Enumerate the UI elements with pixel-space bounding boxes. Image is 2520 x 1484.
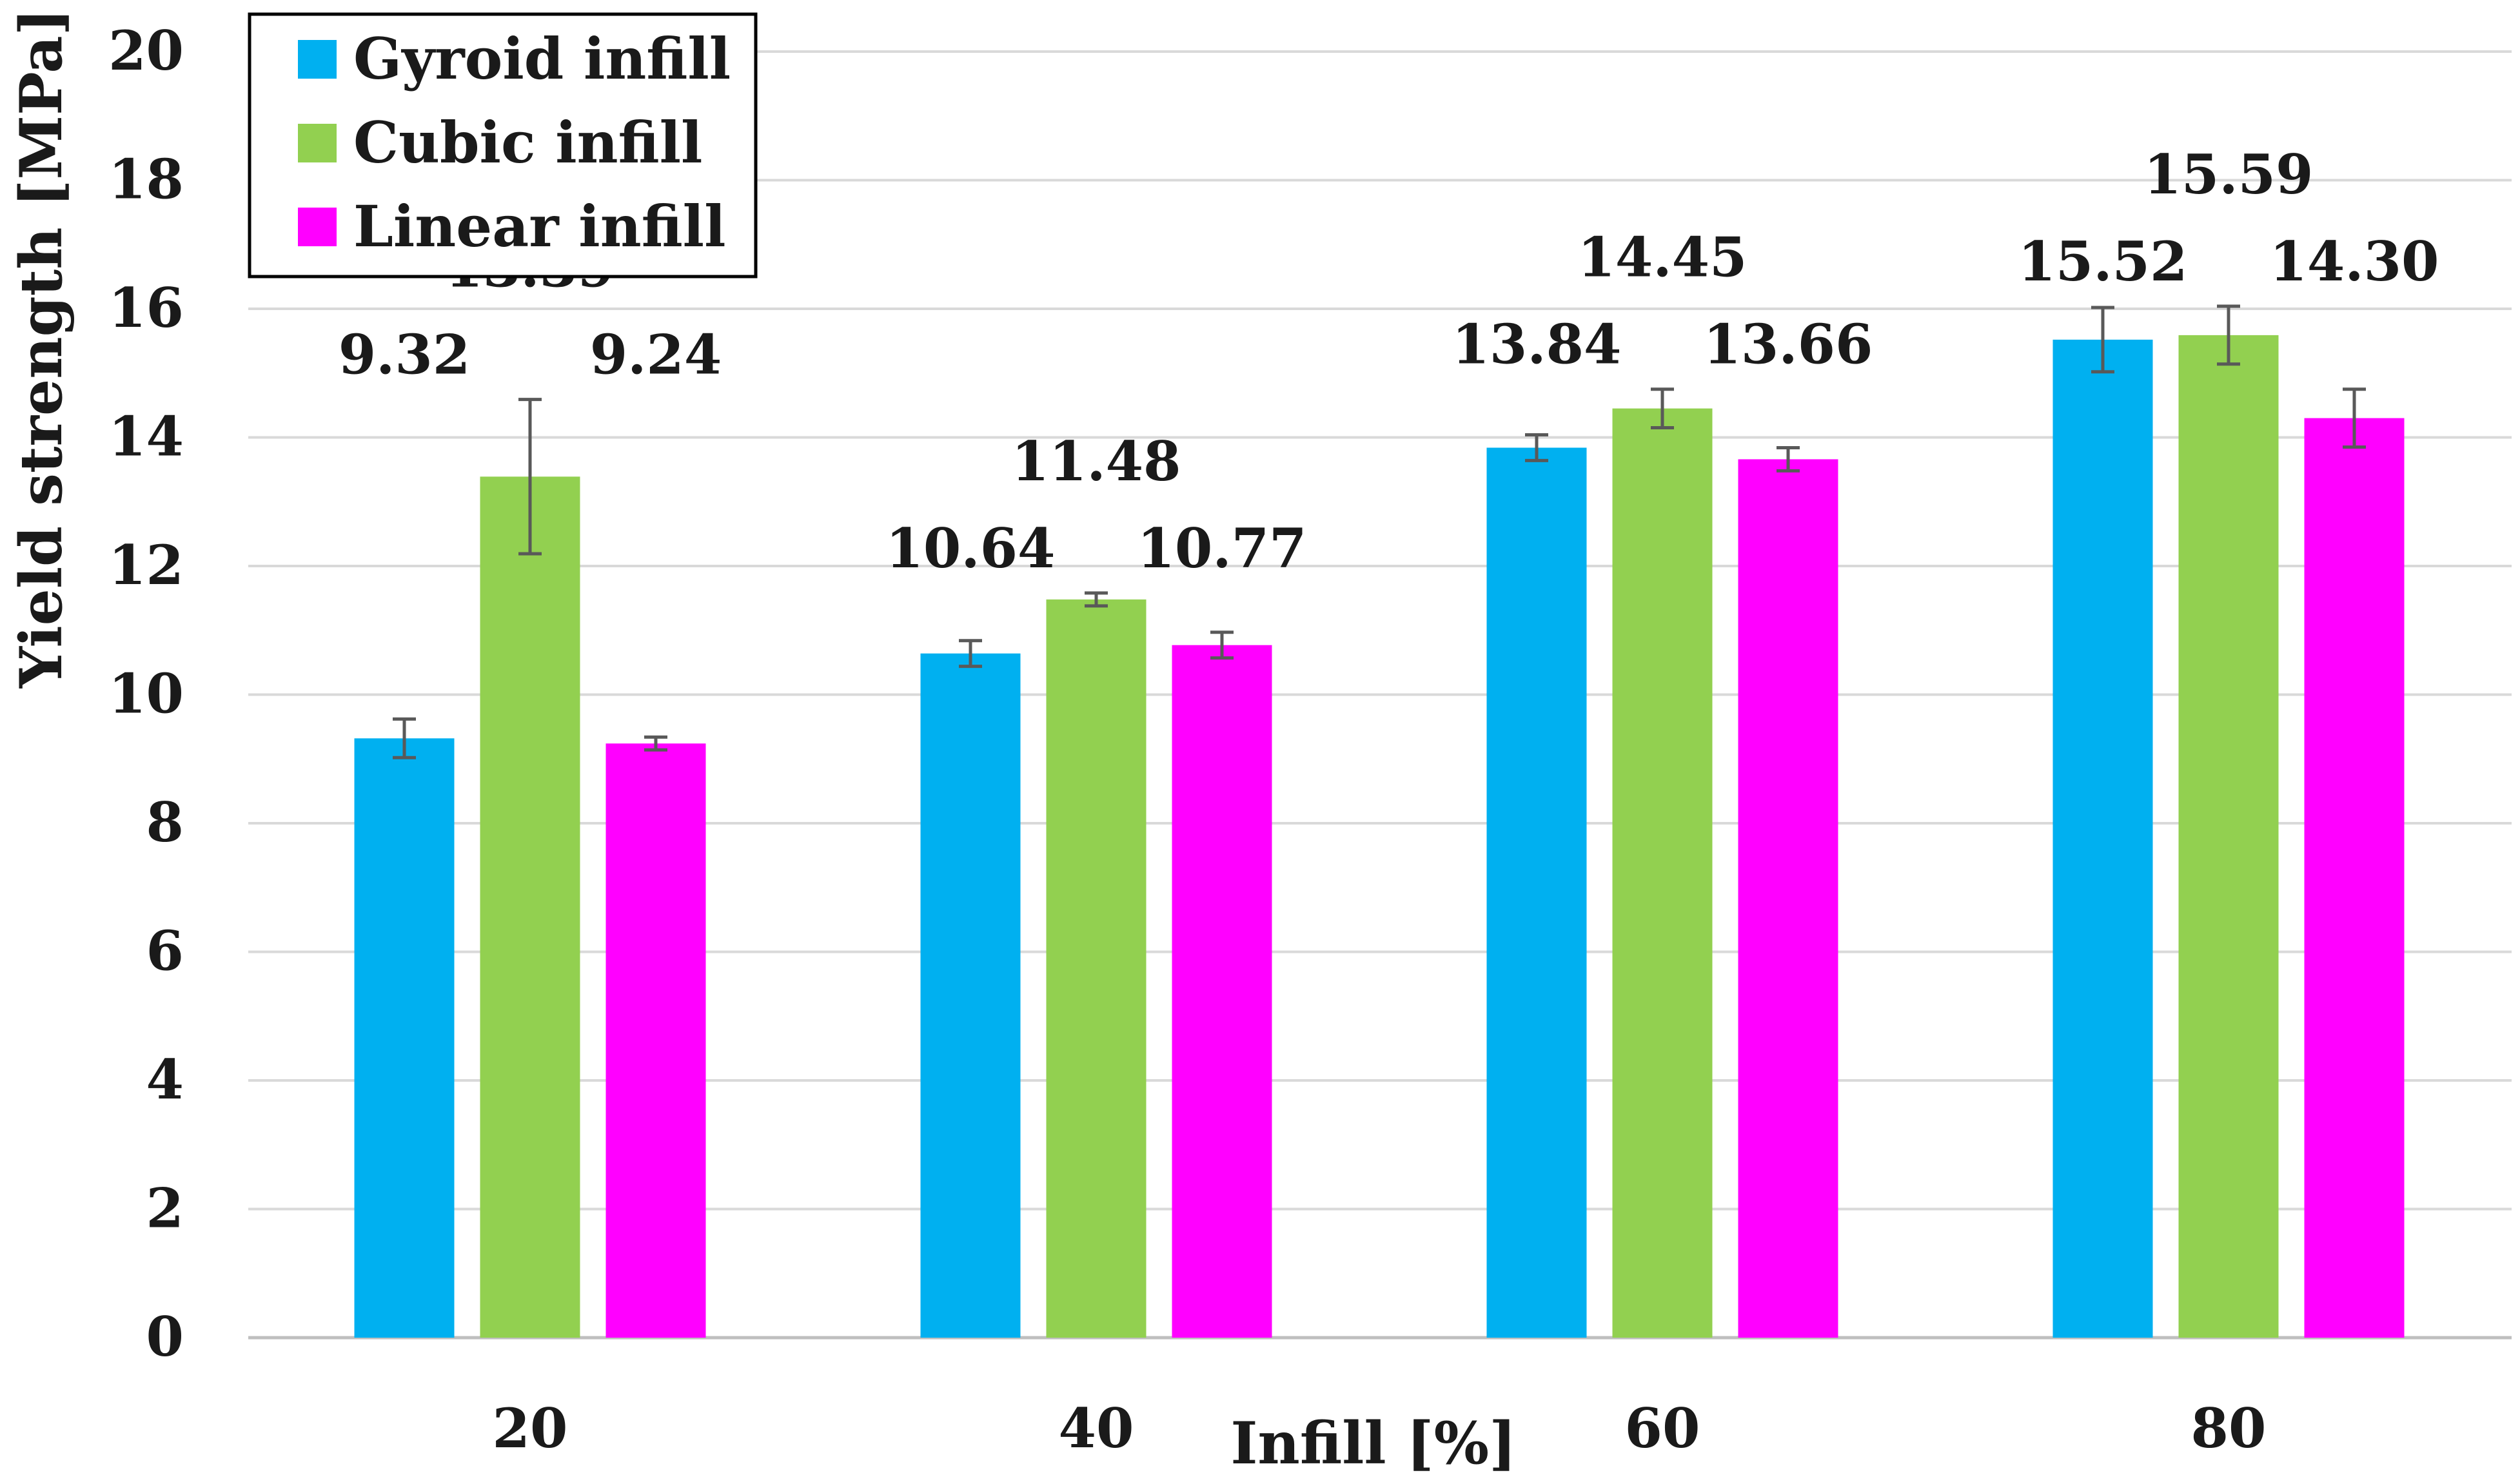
x-tick-label: 40	[1059, 1396, 1134, 1460]
bar-gyroid-infill	[1486, 447, 1587, 1338]
bar-gyroid-infill	[2052, 339, 2153, 1338]
y-tick-label: 12	[108, 533, 184, 597]
x-axis-ticks: 20 40 60 80	[493, 1396, 2267, 1460]
data-label: 14.45	[1577, 226, 1747, 289]
data-label: 15.59	[2143, 142, 2313, 206]
legend-label: Gyroid infill	[353, 25, 731, 92]
data-label: 9.32	[339, 323, 471, 387]
data-label: 15.52	[2018, 229, 2187, 293]
data-label: 11.48	[1011, 429, 1181, 493]
bar-linear-infill	[1172, 645, 1272, 1338]
bar-gyroid-infill	[354, 738, 455, 1338]
y-tick-label: 20	[108, 19, 184, 83]
legend-swatch	[298, 124, 337, 162]
error-bars	[393, 304, 2366, 759]
legend-swatch	[298, 208, 337, 246]
x-tick-label: 20	[493, 1396, 568, 1460]
y-tick-label: 16	[108, 276, 184, 340]
legend-label: Linear infill	[353, 193, 726, 260]
x-tick-label: 80	[2191, 1396, 2267, 1460]
y-axis-ticks: 0 2 4 6 8 10 12 14 16 18 20	[108, 19, 184, 1369]
y-tick-label: 4	[146, 1048, 184, 1111]
bar-linear-infill	[605, 743, 706, 1338]
bar-cubic-infill	[2178, 335, 2279, 1338]
legend: Gyroid infill Cubic infill Linear infill	[248, 12, 758, 278]
bar-cubic-infill	[480, 476, 580, 1338]
y-tick-label: 6	[146, 919, 184, 983]
y-tick-label: 8	[146, 790, 184, 854]
y-tick-label: 10	[108, 662, 184, 726]
bar-cubic-infill	[1612, 408, 1713, 1338]
bar-cubic-infill	[1046, 599, 1147, 1338]
y-axis-title: Yield strength [MPa]	[7, 8, 75, 689]
y-tick-label: 18	[108, 148, 184, 211]
bar-linear-infill	[2304, 418, 2405, 1338]
legend-swatch	[298, 40, 337, 79]
bar-linear-infill	[1738, 459, 1838, 1338]
y-tick-label: 0	[146, 1305, 184, 1369]
data-label: 10.77	[1137, 516, 1306, 580]
data-label: 14.30	[2269, 229, 2439, 293]
data-label: 10.64	[885, 516, 1055, 580]
bars	[354, 335, 2405, 1338]
y-tick-label: 14	[108, 405, 184, 469]
data-label: 13.84	[1452, 313, 1621, 376]
data-label: 13.66	[1703, 313, 1873, 376]
bar-gyroid-infill	[920, 653, 1021, 1338]
x-tick-label: 60	[1625, 1396, 1700, 1460]
legend-label: Cubic infill	[353, 109, 702, 176]
x-axis-title: Infill [%]	[1230, 1409, 1516, 1478]
y-tick-label: 2	[146, 1176, 184, 1240]
data-label: 9.24	[590, 323, 722, 387]
